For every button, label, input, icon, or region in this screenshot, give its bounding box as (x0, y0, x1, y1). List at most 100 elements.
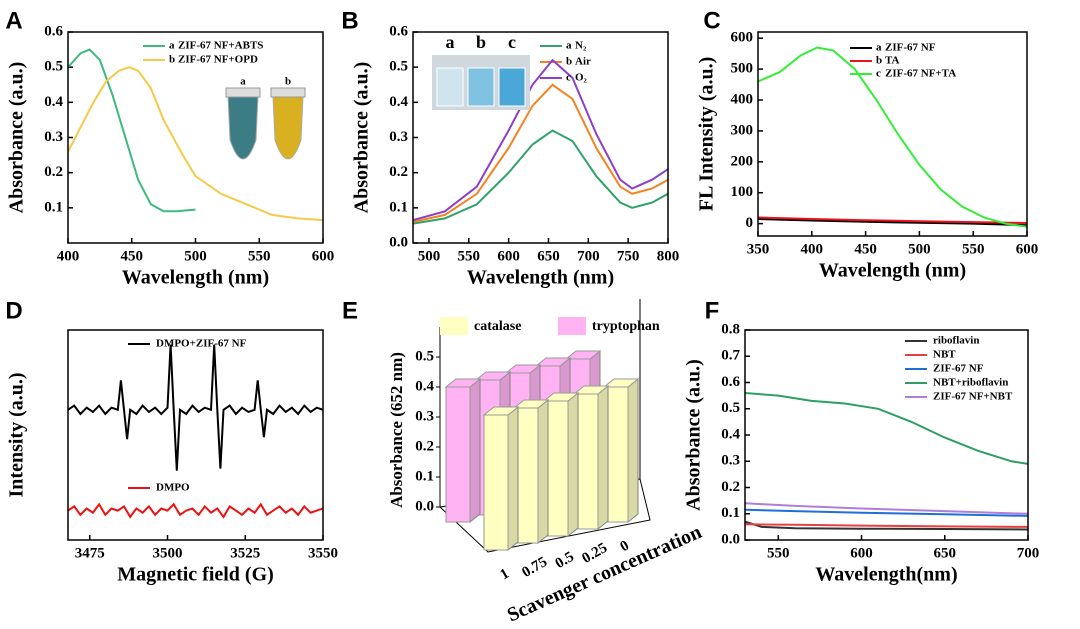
y-tick-label: 0.2 (44, 164, 63, 180)
series-line (758, 216, 1027, 224)
y-tick-label: 500 (731, 61, 754, 77)
legend-label: Air (575, 56, 591, 68)
x-tick-label: 600 (497, 248, 520, 264)
bar-side (537, 398, 549, 545)
y-axis-label: Absorbance (a.u.) (6, 62, 28, 214)
series-line (745, 508, 1028, 517)
y-tick-label: 0.5 (415, 348, 434, 364)
series-line (413, 83, 668, 223)
tube-cap (225, 87, 261, 98)
panel-letter: C (703, 7, 720, 34)
x-tick-label: 550 (248, 248, 271, 264)
legend-label: ZIF-67 NF+OPD (178, 54, 258, 66)
cuvette (436, 67, 464, 107)
bar-side (469, 377, 481, 524)
legend-letter: b (566, 56, 572, 68)
series-line (68, 502, 323, 519)
panel-letter: B (341, 7, 358, 34)
y-tick-label: 0.2 (389, 164, 408, 180)
x-tick-label: 3500 (153, 545, 183, 561)
inset-label: b (476, 32, 486, 52)
x-tick-label: 400 (801, 241, 824, 257)
legend-label: DMPO+ZIF-67 NF (156, 338, 247, 350)
series-line (413, 58, 668, 222)
bar (445, 386, 471, 523)
panel-letter: F (705, 297, 720, 324)
y-tick-label: 0.4 (415, 378, 434, 394)
y-axis-label: FL Intensity (a.u.) (696, 57, 718, 211)
x-tick-label: 450 (121, 248, 144, 264)
x-tick-label: 450 (854, 241, 877, 257)
y-tick-label: 0.3 (721, 453, 740, 469)
legend-letter: a (876, 42, 882, 54)
bar-side (627, 377, 639, 524)
x-axis-label: Wavelength (nm) (467, 267, 614, 289)
y-tick-label: 0.5 (44, 59, 63, 75)
series-line (68, 344, 323, 471)
y-axis-label: Absorbance (a.u.) (683, 359, 705, 511)
y-tick-label: 0.2 (415, 438, 434, 454)
y-tick-label: 0.1 (415, 468, 434, 484)
legend-letter: c (876, 68, 881, 80)
y-tick-label: 0 (746, 215, 754, 231)
bar (483, 414, 509, 551)
y-tick-label: 0.8 (721, 321, 740, 337)
inset-label: a (446, 32, 455, 52)
legend-label: ZIF-67 NF+ABTS (178, 40, 263, 52)
legend-label: TA (885, 55, 900, 67)
x-tick-label: 400 (57, 248, 80, 264)
y-tick-label: 200 (731, 153, 754, 169)
y-tick-label: 0.6 (389, 23, 408, 39)
series-line (413, 129, 668, 225)
x-tick-label: 600 (312, 248, 335, 264)
plot-frame (67, 31, 324, 244)
legend-label: catalase (474, 319, 521, 334)
inset-label: b (285, 76, 291, 88)
y-tick-label: 0.5 (389, 59, 408, 75)
bar-side (507, 405, 519, 552)
x-tick-label: 650 (934, 545, 957, 561)
x-tick-label: 700 (1017, 545, 1040, 561)
tube (272, 95, 304, 160)
legend-label: tryptophan (592, 319, 660, 334)
legend-label: DMPO (156, 482, 190, 494)
x-tick-label: 600 (1016, 241, 1039, 257)
legend-label: ZIF-67 NF+NBT (933, 391, 1013, 403)
series-line (745, 520, 1028, 531)
x-tick-label: 700 (577, 248, 600, 264)
x-tick-label: 500 (908, 241, 931, 257)
y-tick-label: 0.0 (389, 234, 408, 250)
legend-letter: b (169, 54, 175, 66)
y-tick-label: 0.3 (389, 129, 408, 145)
y-tick-label: 0.6 (721, 374, 740, 390)
series-line (745, 502, 1028, 515)
x-axis-label: Magnetic field (G) (117, 564, 274, 586)
panel-letter: A (5, 7, 22, 34)
y-axis-label: Intensity (a.u.) (6, 372, 28, 497)
x-tick-label: 550 (962, 241, 985, 257)
y-tick-label: 100 (731, 184, 754, 200)
x-tick-label: 350 (747, 241, 770, 257)
x-tick-label: 500 (418, 248, 441, 264)
y-tick-label: 0.1 (721, 505, 740, 521)
series-line (758, 46, 1027, 228)
x-tick-label: 3550 (308, 545, 338, 561)
x-tick-label: 550 (458, 248, 481, 264)
y-axis-label: Absorbance (a.u.) (351, 62, 373, 214)
y-tick-label: 0.2 (721, 479, 740, 495)
legend-label: O₂ (575, 72, 588, 84)
y-tick-label: 0.0 (721, 531, 740, 547)
x-tick-label: 500 (184, 248, 207, 264)
x-tick-label: 800 (657, 248, 680, 264)
y-tick-label: 300 (731, 122, 754, 138)
series-line (758, 218, 1027, 227)
legend-label: ZIF-67 NF (885, 42, 936, 54)
y-tick-label: 400 (731, 91, 754, 107)
bar-side (597, 384, 609, 531)
plot-frame (744, 329, 1029, 541)
tube-cap (270, 87, 306, 98)
x-tick-label: 3475 (75, 545, 105, 561)
plot-frame (757, 31, 1028, 237)
legend-letter: c (566, 72, 571, 84)
series-line (68, 48, 196, 213)
